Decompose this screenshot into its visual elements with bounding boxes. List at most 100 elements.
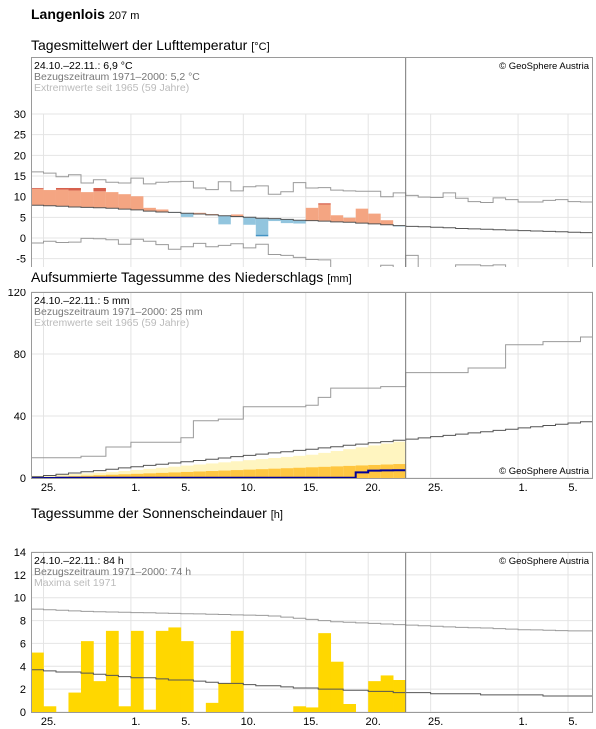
temperature-bar	[143, 207, 156, 212]
precipitation-unit: [mm]	[327, 273, 352, 285]
temperature-bar	[193, 212, 206, 215]
temperature-bar	[355, 208, 369, 224]
precipitation-mid-bar	[318, 466, 332, 478]
temperature-ytick-label: 25	[14, 130, 26, 142]
sunshine-legend-line: Bezugszeitraum 1971–2000: 74 h	[34, 566, 191, 578]
precipitation-xtick-label: 25.	[428, 482, 443, 494]
sunshine-bar	[330, 661, 344, 712]
sunshine-bar	[93, 681, 107, 712]
temperature-bar	[130, 196, 144, 210]
precipitation-xtick-label: 10.	[241, 482, 256, 494]
sunshine-bar	[130, 630, 144, 712]
temperature-bar	[55, 189, 69, 207]
sunshine-bar	[80, 641, 94, 712]
precipitation-mid-bar	[143, 473, 157, 478]
temperature-ytick-label: 20	[14, 150, 26, 162]
temperature-bar	[43, 190, 56, 206]
precipitation-xtick-label: 5.	[568, 482, 577, 494]
sunshine-bar	[180, 641, 194, 712]
temperature-bar	[155, 209, 169, 212]
sunshine-bar	[105, 630, 119, 712]
sunshine-bar	[31, 652, 44, 712]
sunshine-chart: 0 2 4 6 8 10 12 14 25. 1. 5. 10. 15. 20. 25. 1. 5. 24.10.…	[14, 548, 593, 728]
sunshine-unit: [h]	[270, 509, 283, 521]
temperature-bar	[280, 219, 294, 224]
sunshine-bar	[343, 704, 357, 712]
precipitation-mid-bar	[280, 468, 294, 478]
temperature-max-extreme-line	[31, 171, 593, 203]
sunshine-ytick-label: 4	[20, 661, 26, 673]
station-header: Langenlois 207 m	[31, 6, 139, 22]
sunshine-legend-line: Maxima seit 1971	[34, 577, 116, 589]
sunshine-ytick-label: 12	[14, 570, 26, 582]
temperature-grid	[31, 113, 593, 267]
sunshine-bar	[168, 627, 182, 712]
temperature-bar	[330, 215, 344, 222]
temperature-title-text: Tagesmittelwert der Lufttemperatur	[31, 37, 248, 53]
precipitation-mid-bar	[343, 465, 357, 478]
precipitation-range-bar	[55, 474, 69, 478]
sunshine-bar	[293, 706, 307, 712]
temperature-bar	[343, 217, 356, 223]
sunshine-xtick-label: 5.	[568, 716, 577, 728]
precipitation-observed-line	[31, 469, 406, 479]
precipitation-max-extreme-line	[31, 336, 593, 459]
precipitation-mid-bar	[168, 472, 182, 478]
sunshine-bar	[118, 706, 132, 712]
precipitation-mid-bar	[130, 473, 144, 478]
temperature-credit: © GeoSphere Austria	[499, 61, 590, 72]
precipitation-mid-bar	[93, 475, 107, 478]
sunshine-xtick-label: 5.	[181, 716, 190, 728]
temperature-bar	[31, 187, 44, 189]
sunshine-frame	[31, 552, 593, 713]
temperature-bar	[293, 220, 306, 224]
sunshine-bar	[43, 706, 57, 712]
precipitation-mid-bar	[193, 471, 207, 478]
precipitation-range-bar	[80, 473, 94, 478]
temperature-ytick-label: 5	[20, 212, 26, 224]
temperature-bar	[105, 192, 119, 209]
temperature-bar	[368, 213, 381, 224]
precipitation-mid-bar	[205, 471, 219, 478]
sunshine-xtick-label: 1.	[131, 716, 140, 728]
temperature-bar	[80, 192, 94, 208]
precipitation-mid-bar	[243, 469, 257, 478]
precipitation-range-bar	[68, 473, 82, 478]
precipitation-chart: 0 40 80 120 25. 1. 5. 10. 15. 20. 25. 1. 5. 24.10.–22…	[8, 289, 593, 494]
temperature-frame	[31, 57, 593, 267]
sunshine-ytick-label: 0	[20, 707, 26, 719]
sunshine-title-text: Tagessumme der Sonnenscheindauer	[31, 505, 267, 521]
sunshine-legend-line: 24.10.–22.11.: 84 h	[34, 555, 124, 567]
precipitation-mid-bar	[330, 466, 344, 478]
sunshine-bars	[31, 627, 406, 712]
sunshine-xtick-label: 10.	[241, 716, 256, 728]
sunshine-normal-line	[31, 669, 593, 697]
temperature-bars	[31, 187, 406, 237]
sunshine-ytick-label: 6	[20, 638, 26, 650]
temperature-bar	[255, 218, 269, 235]
precipitation-frame	[31, 292, 593, 479]
temperature-bar	[218, 215, 231, 225]
sunshine-max-extreme-line	[31, 608, 593, 632]
sunshine-bar	[218, 683, 232, 712]
temperature-legend-line: 24.10.–22.11.: 6,9 °C	[34, 60, 133, 72]
temperature-bar	[118, 194, 131, 210]
precipitation-title: Aufsummierte Tagessumme des Niederschlag…	[31, 269, 352, 285]
station-altitude: 207 m	[108, 10, 140, 22]
temperature-bar	[180, 213, 194, 217]
precipitation-mid-bar	[230, 470, 244, 478]
sunshine-bar	[380, 675, 394, 712]
temperature-bar	[268, 218, 281, 222]
temperature-bar	[93, 187, 106, 192]
precipitation-normal-line	[31, 421, 593, 478]
temperature-bar	[93, 191, 106, 208]
sunshine-bar	[318, 633, 332, 712]
precipitation-mid-bar	[105, 474, 119, 478]
temperature-ytick-label: -5	[16, 254, 26, 266]
sunshine-bar	[143, 709, 157, 712]
temperature-bar	[31, 188, 44, 206]
temperature-bar	[68, 187, 81, 191]
precipitation-ytick-label: 120	[8, 289, 26, 299]
